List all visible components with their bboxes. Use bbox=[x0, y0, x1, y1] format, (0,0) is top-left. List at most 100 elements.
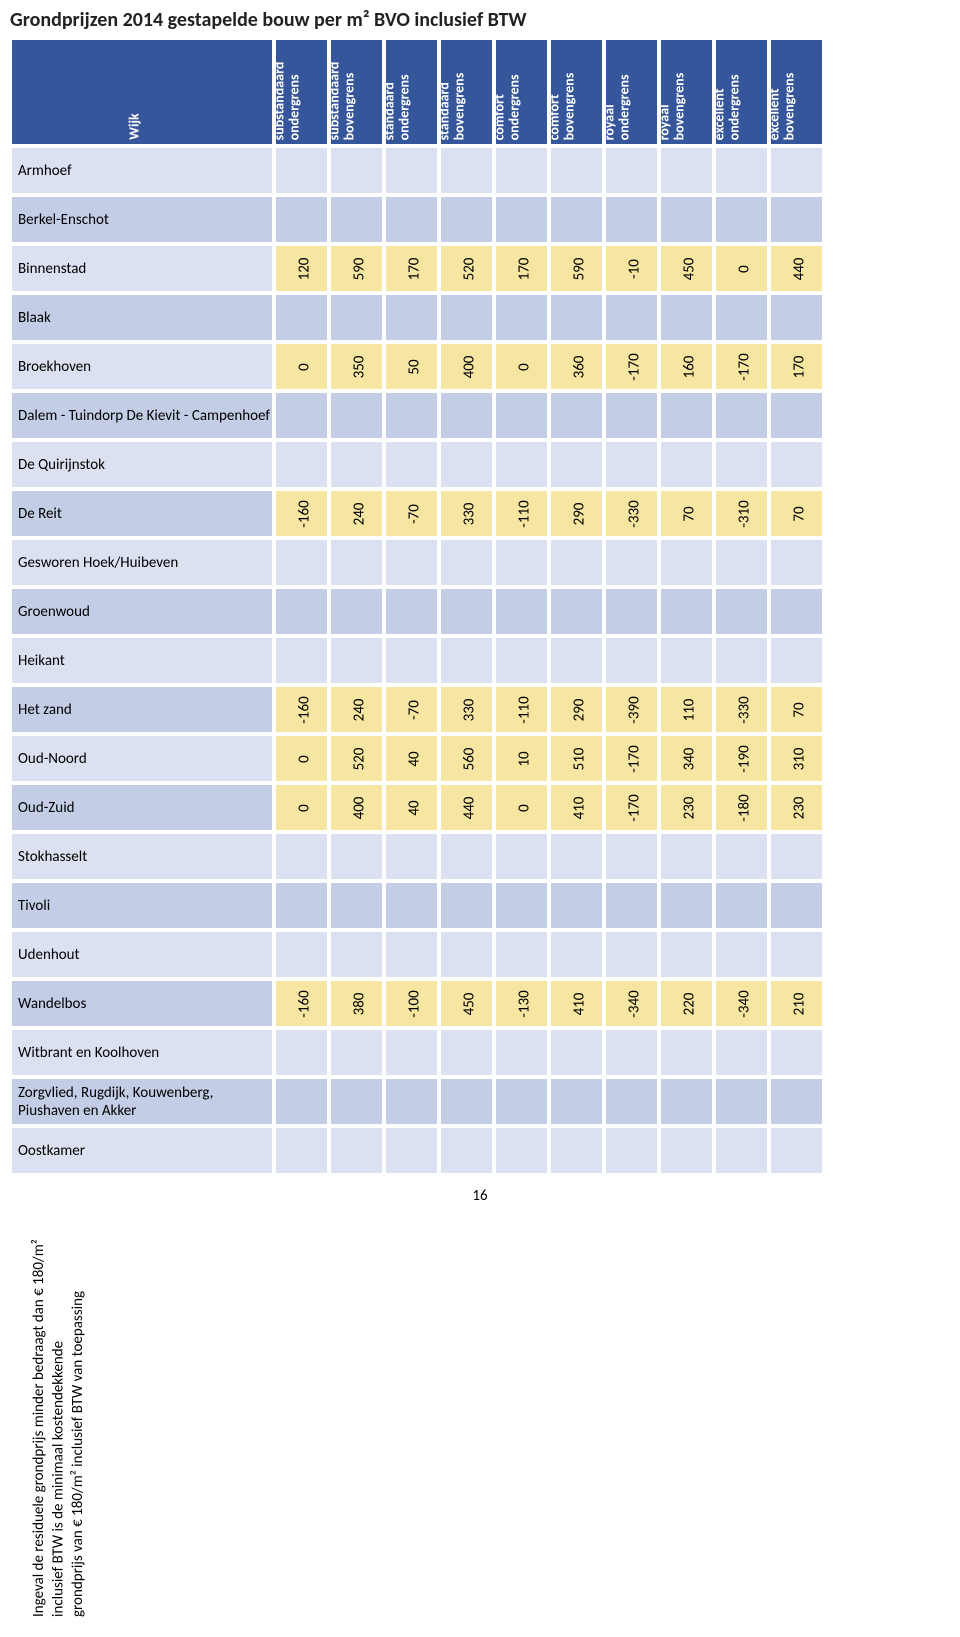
value-cell bbox=[494, 1077, 549, 1126]
value-cell bbox=[329, 636, 384, 685]
header-col-7: royaalbovengrens bbox=[659, 38, 714, 146]
header-col-1: substandaardbovengrens bbox=[329, 38, 384, 146]
header-col-9: excellentbovengrens bbox=[769, 38, 824, 146]
value-cell: 590 bbox=[549, 244, 604, 293]
value-cell bbox=[384, 881, 439, 930]
value-cell bbox=[384, 440, 439, 489]
value-cell bbox=[439, 391, 494, 440]
value-cell: 520 bbox=[329, 734, 384, 783]
value-cell: 520 bbox=[439, 244, 494, 293]
row-label: De Reit bbox=[10, 489, 274, 538]
value-cell bbox=[659, 195, 714, 244]
value-cell: 310 bbox=[769, 734, 824, 783]
value-cell bbox=[769, 1126, 824, 1175]
value-cell bbox=[329, 195, 384, 244]
row-label: Tivoli bbox=[10, 881, 274, 930]
value-cell: -340 bbox=[714, 979, 769, 1028]
value-cell bbox=[714, 1028, 769, 1077]
value-cell bbox=[714, 832, 769, 881]
value-cell bbox=[494, 587, 549, 636]
value-cell: -130 bbox=[494, 979, 549, 1028]
value-cell bbox=[439, 440, 494, 489]
row-label: Berkel-Enschot bbox=[10, 195, 274, 244]
value-cell bbox=[384, 1028, 439, 1077]
row-label: Groenwoud bbox=[10, 587, 274, 636]
value-cell: -170 bbox=[714, 342, 769, 391]
value-cell bbox=[659, 1028, 714, 1077]
value-cell bbox=[714, 538, 769, 587]
value-cell bbox=[329, 930, 384, 979]
value-cell bbox=[659, 1077, 714, 1126]
value-cell: 0 bbox=[274, 734, 329, 783]
value-cell: 440 bbox=[769, 244, 824, 293]
value-cell bbox=[274, 587, 329, 636]
value-cell bbox=[659, 1126, 714, 1175]
value-cell bbox=[494, 293, 549, 342]
row-label: Udenhout bbox=[10, 930, 274, 979]
value-cell: 210 bbox=[769, 979, 824, 1028]
value-cell bbox=[549, 832, 604, 881]
value-cell bbox=[274, 1126, 329, 1175]
value-cell: -170 bbox=[604, 342, 659, 391]
row-label: Broekhoven bbox=[10, 342, 274, 391]
value-cell bbox=[549, 391, 604, 440]
row-label: Het zand bbox=[10, 685, 274, 734]
value-cell bbox=[274, 195, 329, 244]
value-cell bbox=[384, 538, 439, 587]
value-cell bbox=[439, 636, 494, 685]
header-col-6: royaalondergrens bbox=[604, 38, 659, 146]
value-cell bbox=[494, 832, 549, 881]
value-cell: 560 bbox=[439, 734, 494, 783]
value-cell bbox=[549, 1077, 604, 1126]
value-cell: -160 bbox=[274, 489, 329, 538]
value-cell: 380 bbox=[329, 979, 384, 1028]
value-cell bbox=[659, 146, 714, 195]
row-label: Dalem - Tuindorp De Kievit - Campenhoef bbox=[10, 391, 274, 440]
value-cell bbox=[769, 930, 824, 979]
value-cell bbox=[384, 1077, 439, 1126]
value-cell bbox=[604, 930, 659, 979]
row-label: Zorgvlied, Rugdijk, Kouwenberg, Piushave… bbox=[10, 1077, 274, 1126]
value-cell bbox=[604, 881, 659, 930]
value-cell bbox=[714, 587, 769, 636]
value-cell bbox=[549, 636, 604, 685]
value-cell bbox=[329, 391, 384, 440]
value-cell bbox=[384, 293, 439, 342]
value-cell: 240 bbox=[329, 685, 384, 734]
value-cell bbox=[604, 195, 659, 244]
value-cell bbox=[604, 636, 659, 685]
price-table: Wijksubstandaardondergrenssubstandaardbo… bbox=[10, 38, 950, 1175]
value-cell bbox=[494, 881, 549, 930]
value-cell: 450 bbox=[439, 979, 494, 1028]
value-cell bbox=[604, 587, 659, 636]
value-cell: 40 bbox=[384, 734, 439, 783]
value-cell: 410 bbox=[549, 783, 604, 832]
value-cell bbox=[384, 587, 439, 636]
value-cell bbox=[769, 587, 824, 636]
value-cell: 350 bbox=[329, 342, 384, 391]
value-cell bbox=[604, 1077, 659, 1126]
value-cell: 40 bbox=[384, 783, 439, 832]
value-cell: 400 bbox=[439, 342, 494, 391]
value-cell bbox=[604, 391, 659, 440]
value-cell bbox=[659, 930, 714, 979]
value-cell bbox=[494, 538, 549, 587]
value-cell: 400 bbox=[329, 783, 384, 832]
value-cell bbox=[714, 930, 769, 979]
value-cell bbox=[549, 1126, 604, 1175]
value-cell bbox=[384, 195, 439, 244]
value-cell bbox=[714, 195, 769, 244]
value-cell bbox=[769, 832, 824, 881]
value-cell: 330 bbox=[439, 489, 494, 538]
value-cell bbox=[439, 587, 494, 636]
value-cell bbox=[439, 832, 494, 881]
value-cell: 170 bbox=[769, 342, 824, 391]
value-cell: 170 bbox=[494, 244, 549, 293]
row-label: Armhoef bbox=[10, 146, 274, 195]
value-cell bbox=[769, 440, 824, 489]
row-label: Blaak bbox=[10, 293, 274, 342]
header-col-2: standaardondergrens bbox=[384, 38, 439, 146]
value-cell bbox=[494, 146, 549, 195]
value-cell bbox=[714, 1126, 769, 1175]
header-col-3: standaardbovengrens bbox=[439, 38, 494, 146]
